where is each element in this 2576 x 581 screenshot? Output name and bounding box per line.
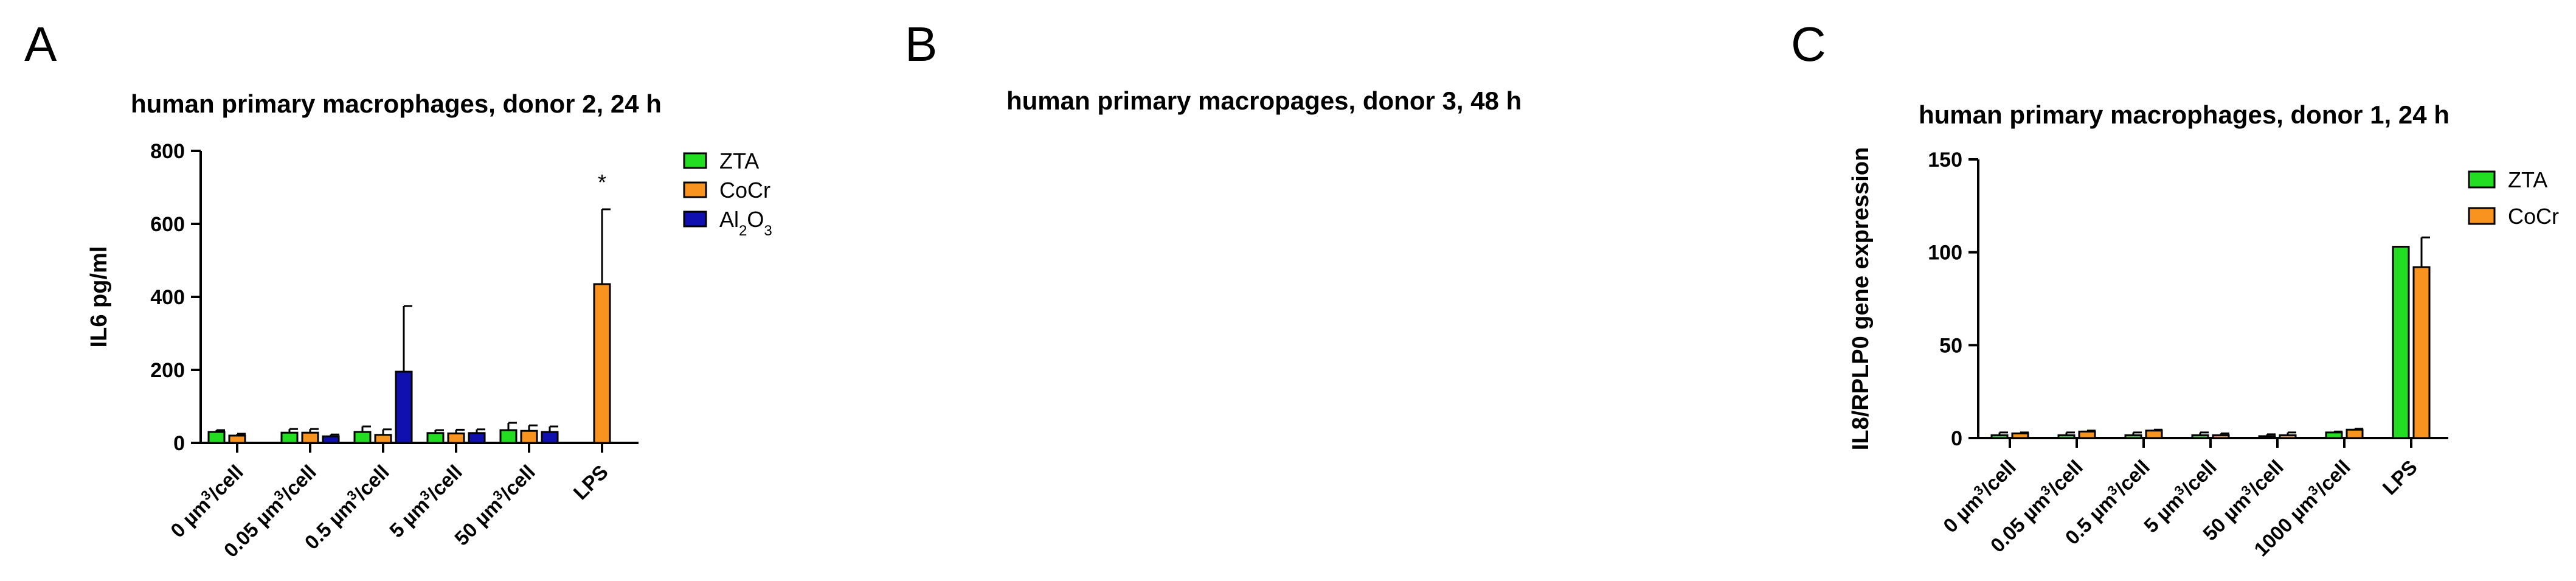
bar-zta [207, 431, 226, 444]
bar-zta [280, 431, 299, 444]
panel-letter-b: B [905, 17, 937, 71]
y-tick-label: 600 [150, 213, 185, 236]
bar-al2o3 [395, 371, 413, 444]
y-tick-label: 200 [150, 359, 185, 382]
bar-cocr [2346, 428, 2364, 439]
bar-zta [2057, 434, 2076, 439]
legend-label-al2o3: Al2O3 [719, 207, 772, 239]
chart-title-b: human primary macropages, donor 3, 48 h [1006, 86, 1522, 115]
bar-cocr [2078, 430, 2096, 439]
legend-swatch-zta [2468, 170, 2496, 189]
x-tick-label: LPS [569, 461, 612, 504]
bar-zta [2191, 434, 2209, 439]
bar-cocr [520, 430, 538, 444]
bar-cocr [593, 283, 611, 444]
y-axis-title: IL8/RPLP0 gene expression [1848, 147, 1874, 450]
y-tick-label: 100 [1928, 242, 1962, 265]
bar-cocr [2279, 434, 2297, 439]
bar-zta [2325, 431, 2343, 439]
y-tick-label: 400 [150, 286, 185, 309]
bar-zta [2124, 434, 2142, 439]
bar-cocr [2212, 434, 2230, 439]
y-tick-label: 800 [150, 140, 185, 163]
bar-al2o3 [322, 435, 340, 444]
legend-swatch-cocr [683, 181, 707, 198]
y-tick-label: 150 [1928, 148, 1962, 172]
x-tick-label: LPS [2378, 456, 2422, 499]
y-tick-label: 0 [1951, 427, 1962, 450]
bar-al2o3 [468, 432, 486, 444]
bar-cocr [2145, 430, 2163, 439]
legend-swatch-zta [683, 152, 707, 169]
bar-zta [499, 429, 518, 444]
panel-b: B human primary macropages, donor 3, 48 … [905, 17, 2559, 561]
bar-zta [2258, 435, 2276, 439]
legend-label-cocr: CoCr [2508, 204, 2559, 229]
legend-label-zta: ZTA [719, 148, 759, 173]
legend-swatch-al2o3 [683, 210, 707, 228]
chart-title-c: human primary macrophages, donor 1, 24 h [1919, 100, 2450, 129]
bar-zta [2392, 246, 2410, 439]
y-tick-label: 0 [173, 432, 185, 455]
bar-zta [1990, 434, 2009, 439]
bar-zta [353, 431, 372, 444]
bar-cocr [374, 434, 392, 444]
legend-swatch-cocr [2468, 207, 2496, 225]
bar-cocr [447, 432, 465, 444]
chart-title-a: human primary macrophages, donor 2, 24 h [131, 89, 662, 118]
bar-cocr [301, 431, 319, 444]
bar-cocr [228, 434, 246, 444]
y-tick-label: 50 [1939, 334, 1962, 357]
y-axis-title: IL6 pg/ml [86, 246, 112, 348]
bar-al2o3 [541, 431, 559, 444]
bar-cocr [2011, 432, 2029, 439]
legend-label-cocr: CoCr [719, 178, 770, 203]
bar-zta [426, 432, 445, 444]
panel-letter-c: C [1791, 17, 1826, 71]
bar-cocr [2412, 266, 2431, 439]
legend-label-zta: ZTA [2508, 167, 2547, 192]
significance-marker: * [598, 170, 606, 195]
panel-c: C human primary macrophages, donor 1, 24… [1791, 17, 2450, 129]
